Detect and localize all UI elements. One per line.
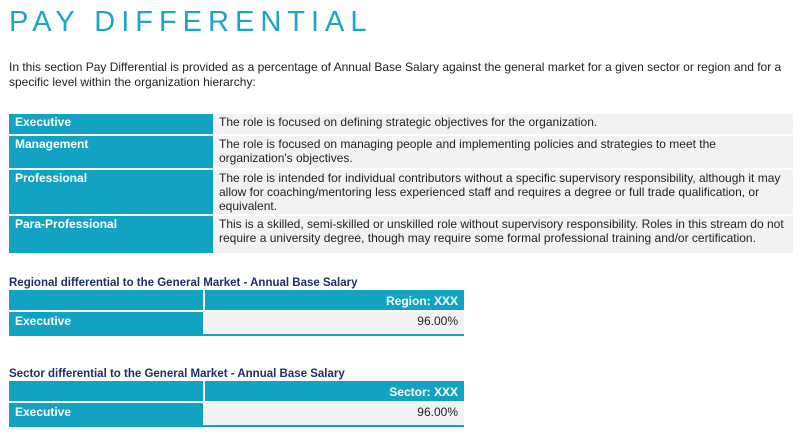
header-blank-cell (9, 381, 205, 402)
definition-label: Executive (9, 114, 213, 136)
table-footer-rule (9, 334, 464, 336)
table-row: Executive 96.00% (9, 310, 464, 334)
definition-label: Management (9, 135, 213, 170)
header-blank-cell (9, 290, 205, 311)
definition-row: Executive The role is focused on definin… (9, 114, 793, 136)
table-header-row: Sector: XXX (9, 381, 464, 402)
region-header: Region: XXX (204, 290, 464, 311)
definition-label: Professional (9, 169, 213, 216)
table-row: Executive 96.00% (9, 401, 464, 425)
definition-label: Para-Professional (9, 215, 213, 255)
sector-differential-table: Sector: XXX Executive 96.00% (9, 381, 464, 427)
level-definitions-table: Executive The role is focused on definin… (9, 114, 793, 255)
row-value: 96.00% (204, 401, 464, 425)
definition-row: Professional The role is intended for in… (9, 169, 793, 216)
definition-description: The role is intended for individual cont… (213, 169, 793, 216)
table-header-row: Region: XXX (9, 290, 464, 311)
definition-row: Management The role is focused on managi… (9, 135, 793, 170)
row-label: Executive (9, 310, 205, 334)
intro-paragraph: In this section Pay Differential is prov… (9, 60, 782, 89)
sector-header: Sector: XXX (204, 381, 464, 402)
sector-differential-title: Sector differential to the General Marke… (9, 368, 345, 380)
regional-differential-title: Regional differential to the General Mar… (9, 277, 358, 289)
regional-differential-table: Region: XXX Executive 96.00% (9, 290, 464, 336)
definition-description: The role is focused on managing people a… (213, 135, 793, 170)
row-value: 96.00% (204, 310, 464, 334)
definition-row: Para-Professional This is a skilled, sem… (9, 215, 793, 255)
row-label: Executive (9, 401, 205, 425)
table-footer-rule (9, 425, 464, 427)
definition-description: This is a skilled, semi-skilled or unski… (213, 215, 793, 255)
definition-description: The role is focused on defining strategi… (213, 114, 793, 136)
page-title: PAY DIFFERENTIAL (9, 6, 373, 38)
